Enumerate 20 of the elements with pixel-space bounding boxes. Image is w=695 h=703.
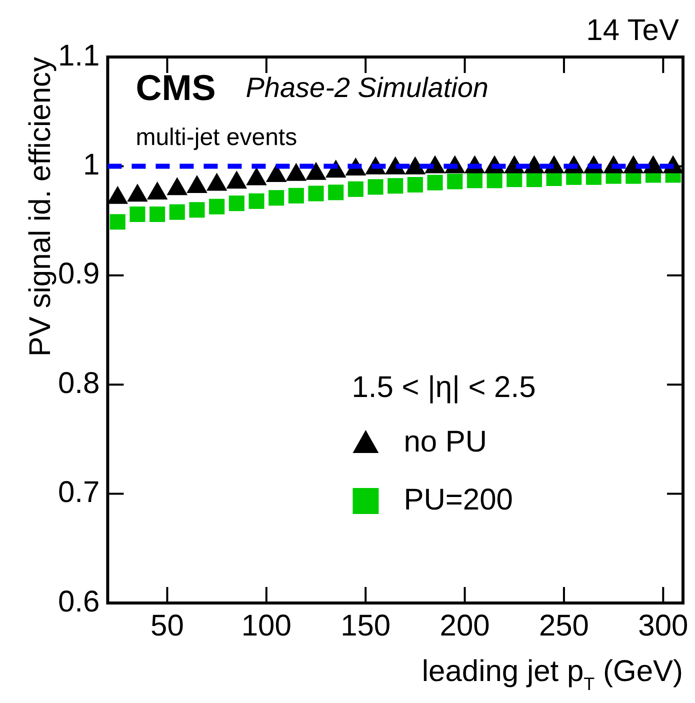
y-tick-label: 1.1 (58, 39, 100, 72)
y-tick-label: 0.9 (58, 258, 100, 291)
x-tick-label: 150 (340, 609, 391, 642)
x-tick-label: 200 (440, 609, 490, 642)
annotation: Phase-2 Simulation (246, 72, 489, 103)
y-tick-label: 0.7 (58, 476, 100, 510)
annotation: multi-jet events (136, 124, 298, 151)
legend-label: PU=200 (404, 483, 513, 516)
annotation: CMS (136, 67, 216, 108)
y-tick-label: 0.6 (58, 585, 100, 618)
text: 14 TeV (586, 14, 679, 47)
y-tick-label: 1 (83, 148, 100, 182)
y-axis-title: PV signal id. efficiency (24, 56, 57, 357)
annotation: 1.5 < |η| < 2.5 (352, 371, 536, 404)
legend-label: no PU (404, 425, 488, 458)
y-tick-label: 0.8 (58, 366, 100, 400)
x-tick-label: 100 (241, 609, 292, 642)
x-tick-label: 50 (150, 609, 184, 642)
x-tick-label: 250 (538, 609, 590, 642)
x-tick-label: 300 (638, 609, 688, 642)
